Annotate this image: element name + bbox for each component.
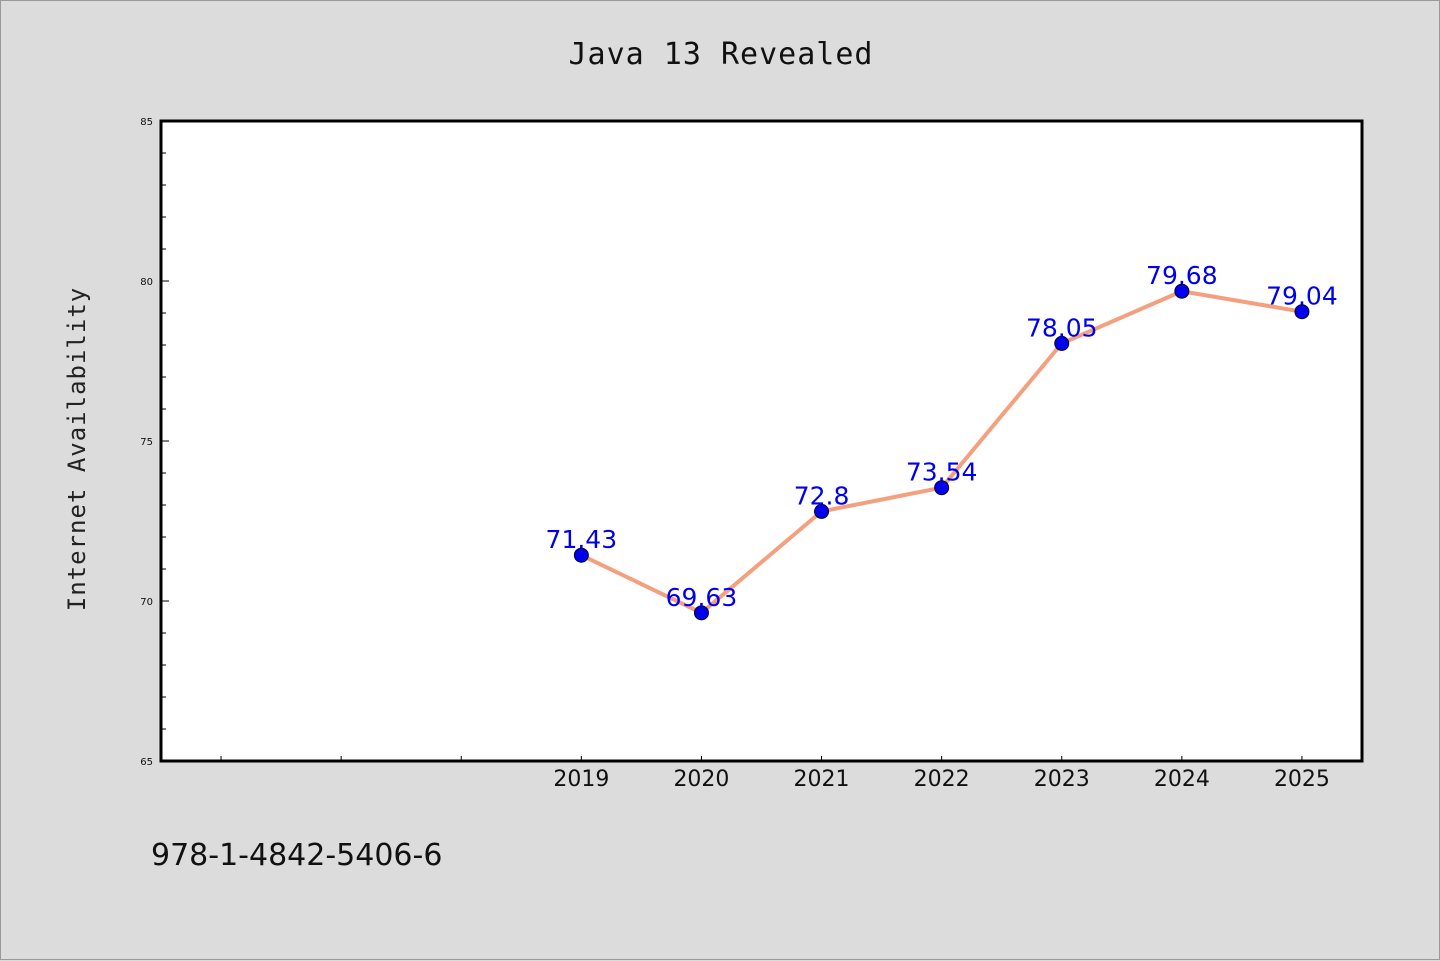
plot-area xyxy=(159,119,1364,763)
data-markers xyxy=(573,283,1310,621)
y-tick-label-65: 65 xyxy=(140,757,153,768)
data-label-2021: 72.8 xyxy=(794,481,850,510)
data-point-2019 xyxy=(573,547,589,563)
x-axis: 2019 2020 2021 2022 2023 2024 2025 xyxy=(220,756,1330,792)
x-tick-label-2025: 2025 xyxy=(1274,767,1330,792)
data-labels: 71.43 69.63 72.8 73.54 78.05 79.68 79.04 xyxy=(546,261,1338,612)
data-point-2024 xyxy=(1174,283,1190,299)
x-tick-label-2021: 2021 xyxy=(794,767,850,792)
data-label-2025: 79.04 xyxy=(1266,282,1338,311)
data-label-2023: 78.05 xyxy=(1026,313,1098,342)
y-axis-label: Internet Availability xyxy=(63,287,91,611)
y-tick-label-80: 80 xyxy=(140,277,153,288)
y-tick-label-85: 85 xyxy=(140,117,153,128)
x-tick-label-2020: 2020 xyxy=(673,767,729,792)
y-axis: 65 70 75 80 85 xyxy=(140,117,169,768)
y-tick-label-75: 75 xyxy=(140,437,153,448)
x-tick-label-2022: 2022 xyxy=(914,767,970,792)
y-tick-label-70: 70 xyxy=(140,597,153,608)
data-point-2023 xyxy=(1054,335,1070,351)
data-point-2021 xyxy=(814,503,830,519)
data-point-2020 xyxy=(693,605,709,621)
data-label-2024: 79.68 xyxy=(1146,261,1218,290)
isbn-footnote: 978-1-4842-5406-6 xyxy=(151,838,442,873)
x-tick-label-2023: 2023 xyxy=(1034,767,1090,792)
data-label-2019: 71.43 xyxy=(546,525,618,554)
chart-title: Java 13 Revealed xyxy=(569,37,874,72)
x-tick-label-2019: 2019 xyxy=(553,767,609,792)
data-label-2022: 73.54 xyxy=(906,458,978,487)
data-point-2025 xyxy=(1294,304,1310,320)
data-point-2022 xyxy=(934,480,950,496)
data-label-2020: 69.63 xyxy=(666,583,738,612)
x-tick-label-2024: 2024 xyxy=(1154,767,1210,792)
